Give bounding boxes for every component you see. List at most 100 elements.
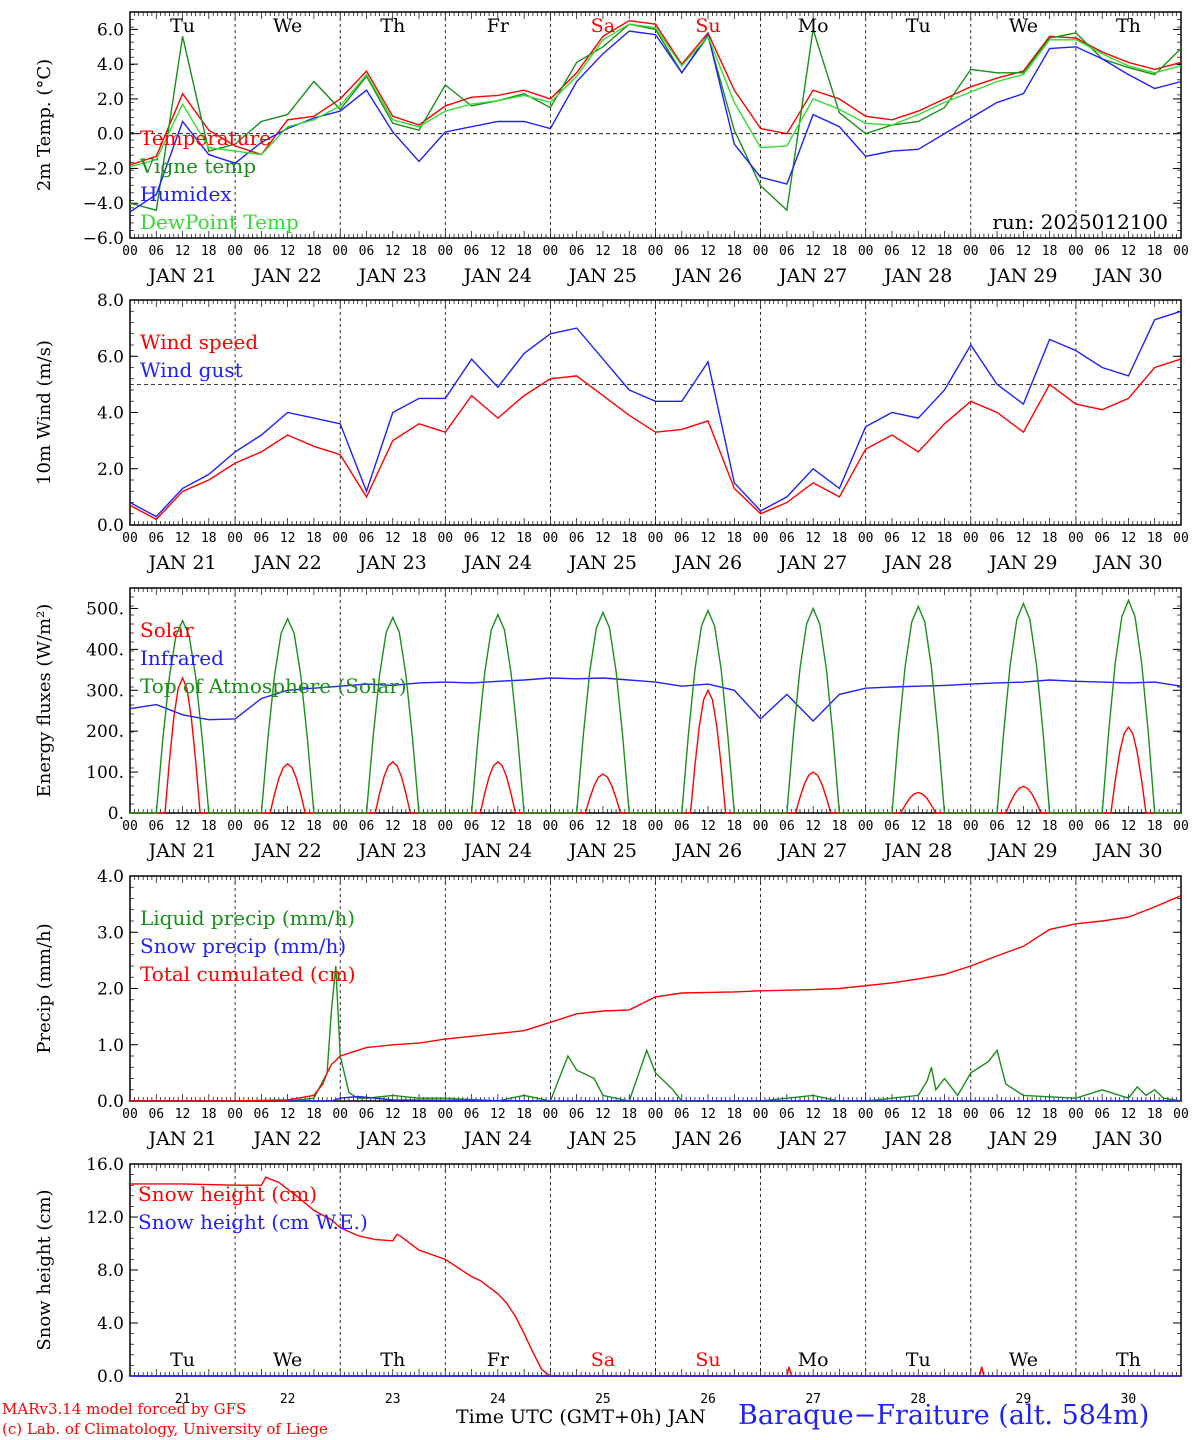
x-tick-label: 12	[910, 244, 926, 259]
x-tick-label: 06	[148, 531, 164, 546]
x-tick-label: 18	[832, 1107, 848, 1122]
x-tick-label: 06	[779, 819, 795, 834]
day-of-week-label: Tu	[170, 1349, 195, 1371]
x-tick-label: 12	[805, 531, 821, 546]
x-tick-label: 18	[832, 819, 848, 834]
x-tick-label: 06	[569, 819, 585, 834]
x-tick-label: 18	[411, 819, 427, 834]
x-tick-label: 06	[359, 244, 375, 259]
date-label: JAN 26	[672, 1128, 742, 1150]
date-label: JAN 21	[146, 265, 216, 287]
day-of-week-label: We	[1009, 1349, 1038, 1371]
x-tick-label: 06	[989, 1107, 1005, 1122]
legend-entry: Infrared	[140, 646, 224, 670]
y-tick-label: 4.0	[97, 1314, 124, 1334]
x-tick-label: 12	[175, 531, 191, 546]
x-tick-label: 06	[884, 1107, 900, 1122]
x-tick-label: 12	[385, 244, 401, 259]
x-tick-label: 18	[621, 1107, 637, 1122]
y-axis-label: Precip (mm/h)	[34, 923, 55, 1053]
date-label: JAN 30	[1092, 840, 1162, 862]
x-tick-label: 00	[1068, 1107, 1084, 1122]
x-tick-label: 18	[306, 531, 322, 546]
y-tick-label: 200.	[86, 722, 124, 742]
x-tick-label: 00	[227, 531, 243, 546]
x-tick-label: 06	[674, 1107, 690, 1122]
x-tick-label: 00	[753, 531, 769, 546]
legend-entry: Total cumulated (cm)	[140, 962, 356, 986]
x-tick-label: 18	[621, 531, 637, 546]
day-number-label: 21	[175, 1392, 191, 1407]
date-label: JAN 26	[672, 552, 742, 574]
x-tick-label: 18	[411, 531, 427, 546]
x-tick-label: 12	[595, 819, 611, 834]
x-tick-label: 18	[726, 819, 742, 834]
x-tick-label: 06	[464, 244, 480, 259]
date-label: JAN 28	[882, 265, 952, 287]
x-tick-label: 12	[385, 1107, 401, 1122]
y-axis-label: 10m Wind (m/s)	[34, 340, 55, 485]
panel-frame	[129, 587, 1182, 814]
day-number-label: 25	[595, 1392, 611, 1407]
panel-5	[129, 1163, 1182, 1377]
y-tick-label: 0.0	[97, 516, 124, 536]
date-label: JAN 22	[252, 1128, 322, 1150]
legend-entry: Top of Atmosphere (Solar)	[140, 674, 407, 698]
day-of-week-label: We	[273, 1349, 302, 1371]
x-tick-label: 00	[963, 244, 979, 259]
x-tick-label: 00	[332, 531, 348, 546]
model-credit: MARv3.14 model forced by GFS	[2, 1400, 247, 1418]
date-label: JAN 29	[987, 265, 1057, 287]
x-tick-label: 18	[201, 531, 217, 546]
date-label: JAN 30	[1092, 1128, 1162, 1150]
x-tick-label: 06	[989, 244, 1005, 259]
date-label: JAN 23	[357, 1128, 427, 1150]
x-tick-label: 00	[648, 819, 664, 834]
y-tick-label: 8.0	[97, 1261, 124, 1281]
day-of-week-label: Fr	[487, 1349, 510, 1371]
legend-entry: Wind speed	[140, 330, 258, 354]
x-tick-label: 12	[490, 1107, 506, 1122]
x-tick-label: 06	[674, 244, 690, 259]
day-of-week-label: Su	[695, 1349, 720, 1371]
x-tick-label: 00	[227, 819, 243, 834]
date-label: JAN 27	[777, 265, 847, 287]
x-tick-label: 12	[1121, 819, 1137, 834]
legend-entry: Snow height (cm)	[138, 1182, 317, 1206]
y-tick-label: 2.0	[97, 460, 124, 480]
x-tick-label: 18	[306, 244, 322, 259]
x-tick-label: 18	[411, 1107, 427, 1122]
x-tick-label: 06	[148, 244, 164, 259]
x-tick-label: 12	[490, 531, 506, 546]
x-tick-label: 00	[437, 819, 453, 834]
day-number-label: 24	[490, 1392, 506, 1407]
x-tick-label: 00	[437, 1107, 453, 1122]
x-tick-label: 00	[1068, 531, 1084, 546]
x-tick-label: 18	[726, 531, 742, 546]
x-tick-label: 06	[779, 531, 795, 546]
x-tick-label: 00	[858, 531, 874, 546]
x-tick-label: 00	[753, 244, 769, 259]
day-number-label: 23	[385, 1392, 401, 1407]
y-tick-label: 3.0	[97, 923, 124, 943]
x-tick-label: 00	[543, 1107, 559, 1122]
x-tick-label: 18	[937, 819, 953, 834]
x-tick-label: 06	[359, 1107, 375, 1122]
x-tick-label: 00	[122, 1107, 138, 1122]
y-tick-label: −6.0	[83, 229, 124, 249]
x-tick-label: 06	[989, 819, 1005, 834]
x-tick-label: 18	[1042, 1107, 1058, 1122]
panel-1	[129, 11, 1182, 239]
x-tick-label: 18	[516, 1107, 532, 1122]
x-tick-label: 06	[569, 1107, 585, 1122]
date-label: JAN 28	[882, 840, 952, 862]
x-tick-label: 00	[963, 1107, 979, 1122]
x-tick-label: 12	[280, 819, 296, 834]
x-tick-label: 00	[1173, 531, 1189, 546]
time-axis-label: Time UTC (GMT+0h) JAN	[456, 1406, 706, 1428]
y-tick-label: 400.	[86, 640, 124, 660]
date-label: JAN 23	[357, 840, 427, 862]
x-tick-label: 06	[1094, 244, 1110, 259]
x-tick-label: 00	[858, 1107, 874, 1122]
